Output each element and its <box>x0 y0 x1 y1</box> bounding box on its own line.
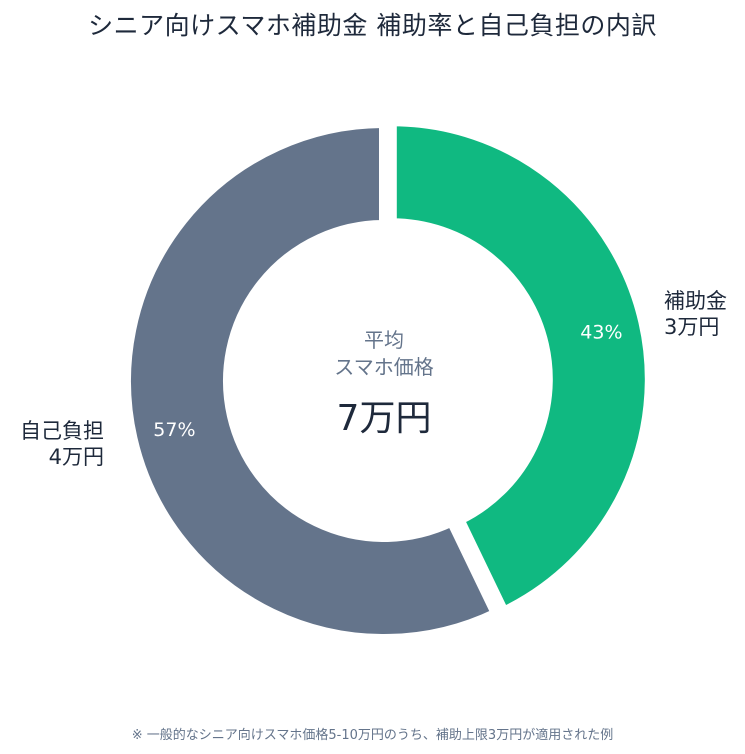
slice-amount-label: 4万円 <box>49 445 104 469</box>
slice-category-label: 自己負担 <box>20 419 104 443</box>
slice-amount-label: 3万円 <box>664 315 719 339</box>
center-label-line2: スマホ価格 <box>334 355 433 379</box>
center-label-line1: 平均 <box>364 328 404 352</box>
slice-percent-label: 57% <box>153 419 195 441</box>
donut-slice-1 <box>121 117 503 644</box>
chart-title: シニア向けスマホ補助金 補助率と自己負担の内訳 <box>88 11 657 40</box>
slice-category-label: 補助金 <box>664 289 727 313</box>
slice-percent-label: 43% <box>580 321 622 343</box>
donut-slice-0 <box>386 116 655 619</box>
footnote: ※ 一般的なシニア向けスマホ価格5-10万円のうち、補助上限3万円が適用された例 <box>131 728 614 743</box>
center-total-value: 7万円 <box>337 398 432 439</box>
